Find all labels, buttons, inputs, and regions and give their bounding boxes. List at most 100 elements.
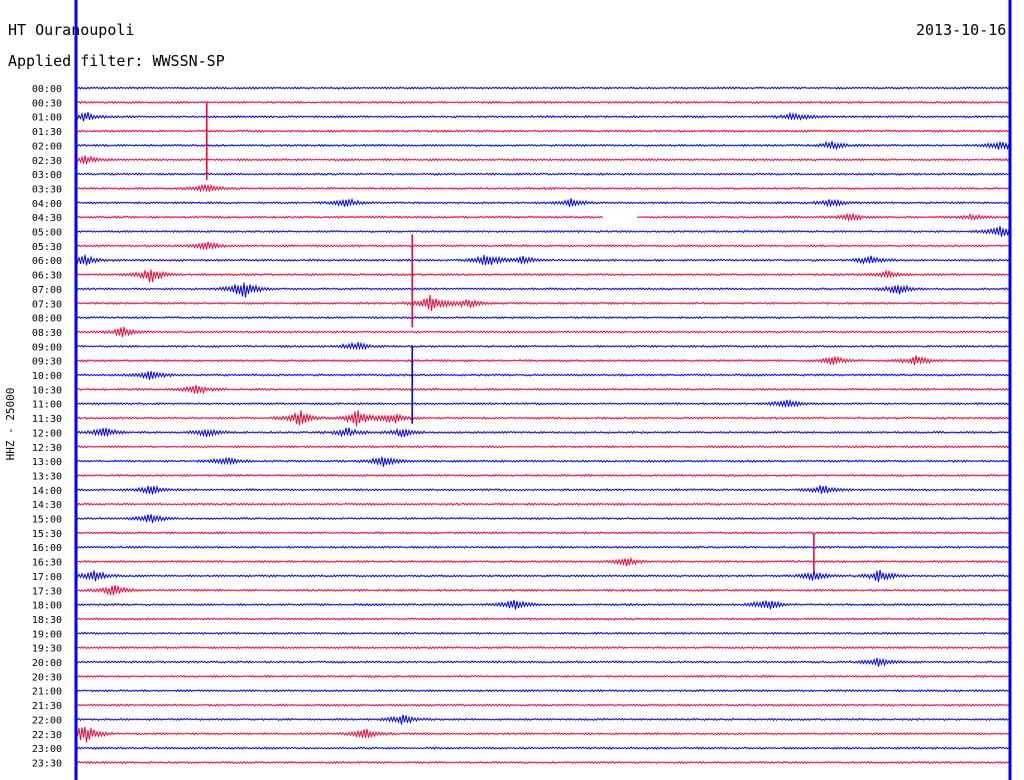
time-label: 08:30 <box>32 328 62 339</box>
trace-line <box>75 714 1010 725</box>
trace-line <box>75 645 1010 650</box>
time-label: 12:30 <box>32 443 62 454</box>
trace-line <box>75 688 1010 693</box>
trace-line <box>75 315 1010 320</box>
time-label: 23:30 <box>32 758 62 769</box>
trace-line <box>75 473 1010 478</box>
time-label: 17:30 <box>32 586 62 597</box>
trace-line <box>75 86 1010 90</box>
trace-line <box>75 294 1010 311</box>
time-label: 13:00 <box>32 457 62 468</box>
time-label: 22:30 <box>32 730 62 741</box>
time-label: 14:30 <box>32 500 62 511</box>
time-label: 13:30 <box>32 471 62 482</box>
trace-line <box>75 726 1010 743</box>
trace-line <box>75 341 1010 351</box>
time-label: 03:30 <box>32 184 62 195</box>
time-label: 11:30 <box>32 414 62 425</box>
trace-line <box>75 212 1010 222</box>
trace-line <box>75 326 1010 338</box>
trace-line <box>75 703 1010 707</box>
trace-line <box>75 585 1010 596</box>
time-label: 10:30 <box>32 385 62 396</box>
time-label: 06:00 <box>32 256 62 267</box>
time-label: 19:00 <box>32 629 62 640</box>
time-label: 01:30 <box>32 127 62 138</box>
trace-line <box>75 100 1010 105</box>
time-label: 10:00 <box>32 371 62 382</box>
applied-filter: Applied filter: WWSSN-SP <box>8 52 225 70</box>
time-label: 23:00 <box>32 744 62 755</box>
trace-line <box>75 183 1010 193</box>
trace-line <box>75 254 1010 266</box>
time-label: 06:30 <box>32 271 62 282</box>
trace-line <box>75 674 1010 679</box>
trace-line <box>75 226 1010 237</box>
trace-line <box>75 282 1010 298</box>
time-label: 14:00 <box>32 486 62 497</box>
trace-line <box>75 427 1010 438</box>
time-label: 02:00 <box>32 141 62 152</box>
time-label: 00:00 <box>32 84 62 95</box>
trace-line <box>75 355 1010 366</box>
trace-line <box>75 445 1010 449</box>
time-label: 07:30 <box>32 299 62 310</box>
trace-line <box>75 599 1010 610</box>
time-label: 04:00 <box>32 199 62 210</box>
trace-line <box>75 140 1010 151</box>
time-label: 16:30 <box>32 558 62 569</box>
time-label: 09:30 <box>32 357 62 368</box>
trace-line <box>75 269 1010 283</box>
trace-line <box>75 371 1010 380</box>
time-label: 01:00 <box>32 113 62 124</box>
time-label: 21:30 <box>32 701 62 712</box>
time-label: 00:30 <box>32 98 62 109</box>
station-title: HT Ouranoupoli <box>8 21 135 39</box>
time-label: 11:00 <box>32 400 62 411</box>
time-label: 03:00 <box>32 170 62 181</box>
time-label: 08:00 <box>32 314 62 325</box>
trace-line <box>75 398 1010 409</box>
trace-line <box>75 172 1010 176</box>
y-axis-label: HHZ - 25000 <box>4 388 17 461</box>
time-label: 20:00 <box>32 658 62 669</box>
trace-line <box>75 384 1010 395</box>
trace-line <box>75 484 1010 495</box>
trace-line <box>75 502 1010 506</box>
time-label: 17:00 <box>32 572 62 583</box>
trace-line <box>75 531 1010 535</box>
time-label: 02:30 <box>32 156 62 167</box>
plot-date: 2013-10-16 <box>916 21 1007 39</box>
trace-line <box>75 657 1010 667</box>
time-label: 12:00 <box>32 428 62 439</box>
time-label: 09:00 <box>32 342 62 353</box>
time-label: 04:30 <box>32 213 62 224</box>
trace-line <box>75 545 1010 549</box>
trace-line <box>75 241 1010 251</box>
time-label: 20:30 <box>32 672 62 683</box>
trace-line <box>75 631 1010 636</box>
trace-line <box>75 155 1010 165</box>
trace-line <box>75 569 1010 583</box>
time-label: 15:00 <box>32 515 62 526</box>
trace-line <box>75 197 1010 208</box>
trace-line <box>75 746 1010 750</box>
trace-line <box>75 409 1010 427</box>
trace-line <box>75 514 1010 524</box>
time-label: 05:30 <box>32 242 62 253</box>
trace-line <box>75 111 1010 122</box>
time-label: 07:00 <box>32 285 62 296</box>
trace-line <box>75 129 1010 133</box>
time-label: 16:00 <box>32 543 62 554</box>
time-label: 15:30 <box>32 529 62 540</box>
trace-line <box>75 617 1010 621</box>
time-label: 19:30 <box>32 644 62 655</box>
time-label: 22:00 <box>32 715 62 726</box>
time-label: 05:00 <box>32 228 62 239</box>
time-label: 18:30 <box>32 615 62 626</box>
trace-line <box>75 456 1010 467</box>
trace-line <box>75 556 1010 567</box>
trace-line <box>75 760 1010 765</box>
